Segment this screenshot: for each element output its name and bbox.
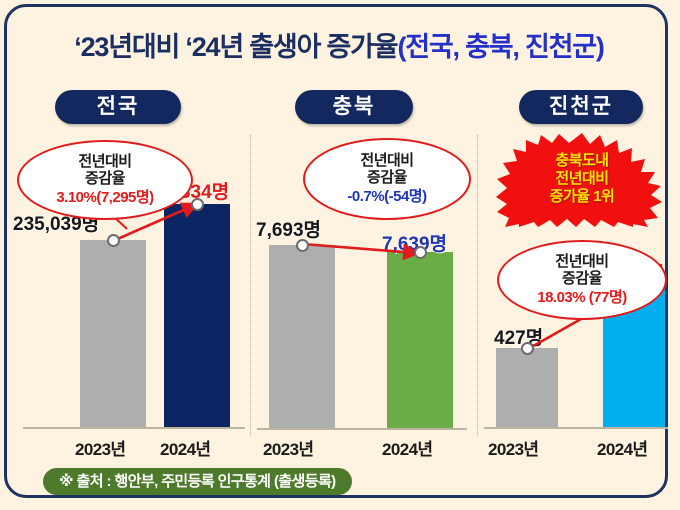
rank-badge-text: 충북도내 전년대비 증가율 1위: [494, 131, 670, 227]
chart-plot-area: 235,039명 242,334명 전년대비 증감율 3.10%(7,295명)…: [7, 7, 671, 501]
data-point-nationwide-2023: [107, 234, 120, 247]
panel-header-chungbuk: 충북: [295, 90, 413, 124]
callout-chungbuk-value: -0.7%(-54명): [347, 187, 427, 205]
rank-badge-line2: 전년대비: [555, 170, 609, 188]
panel-divider-2: [477, 135, 478, 435]
bar-chungbuk-2023: [269, 245, 335, 428]
callout-chungbuk-line2: 증감율: [367, 168, 407, 186]
callout-nationwide-value: 3.10%(7,295명): [56, 188, 154, 206]
callout-chungbuk-line1: 전년대비: [360, 152, 414, 170]
callout-chungbuk: 전년대비 증감율 -0.7%(-54명): [303, 138, 471, 220]
callout-nationwide-line1: 전년대비: [78, 153, 132, 171]
callout-jincheon-value: 18.03% (77명): [537, 288, 627, 306]
callout-nationwide: 전년대비 증감율 3.10%(7,295명): [17, 140, 193, 220]
xlabel-chungbuk-2023: 2023년: [263, 440, 314, 459]
axis-baseline-nationwide: [23, 427, 245, 429]
rank-badge: 충북도내 전년대비 증가율 1위: [494, 131, 670, 227]
value-label-nationwide-2023: 235,039명: [13, 214, 100, 235]
page-title: ‘23년대비 ‘24년 출생아 증가율(전국, 충북, 진천군): [7, 25, 671, 64]
starburst-icon: [496, 133, 662, 227]
axis-baseline-jincheon: [484, 427, 668, 429]
data-point-nationwide-2024: [191, 198, 204, 211]
xlabel-nationwide-2024: 2024년: [160, 440, 211, 459]
data-point-jincheon-2023: [521, 342, 534, 355]
callout-nationwide-line2: 증감율: [85, 169, 125, 187]
xlabel-jincheon-2023: 2023년: [488, 440, 539, 459]
source-note: ※ 출처 : 행안부, 주민등록 인구통계 (출생등록): [43, 468, 352, 495]
page-title-main: ‘23년대비 ‘24년 출생아 증가율: [74, 32, 398, 62]
panel-header-nationwide: 전국: [55, 90, 181, 124]
data-point-chungbuk-2023: [296, 239, 309, 252]
bar-nationwide-2024: [164, 204, 230, 427]
axis-baseline-chungbuk: [257, 428, 467, 430]
infographic-frame: ‘23년대비 ‘24년 출생아 증가율(전국, 충북, 진천군) 전국 충북 진…: [4, 4, 668, 498]
xlabel-jincheon-2024: 2024년: [597, 440, 648, 459]
rank-badge-line3: 증가율 1위: [549, 187, 615, 205]
value-label-chungbuk-2023: 7,693명: [256, 220, 322, 241]
bar-chungbuk-2024: [387, 252, 453, 428]
panel-header-jincheon: 진천군: [519, 90, 643, 124]
data-point-chungbuk-2024: [414, 246, 427, 259]
callout-jincheon: 전년대비 증감율 18.03% (77명): [497, 240, 667, 320]
callout-jincheon-line2: 증감율: [562, 269, 602, 287]
panel-divider-1: [250, 135, 251, 435]
bar-nationwide-2023: [80, 240, 146, 427]
bar-jincheon-2023: [496, 348, 558, 427]
rank-badge-line1: 충북도내: [555, 152, 609, 170]
xlabel-chungbuk-2024: 2024년: [382, 440, 433, 459]
page-title-regions: (전국, 충북, 진천군): [397, 32, 604, 62]
value-label-jincheon-2023: 427명: [494, 328, 544, 349]
callout-jincheon-line1: 전년대비: [555, 253, 609, 271]
xlabel-nationwide-2023: 2023년: [75, 440, 126, 459]
